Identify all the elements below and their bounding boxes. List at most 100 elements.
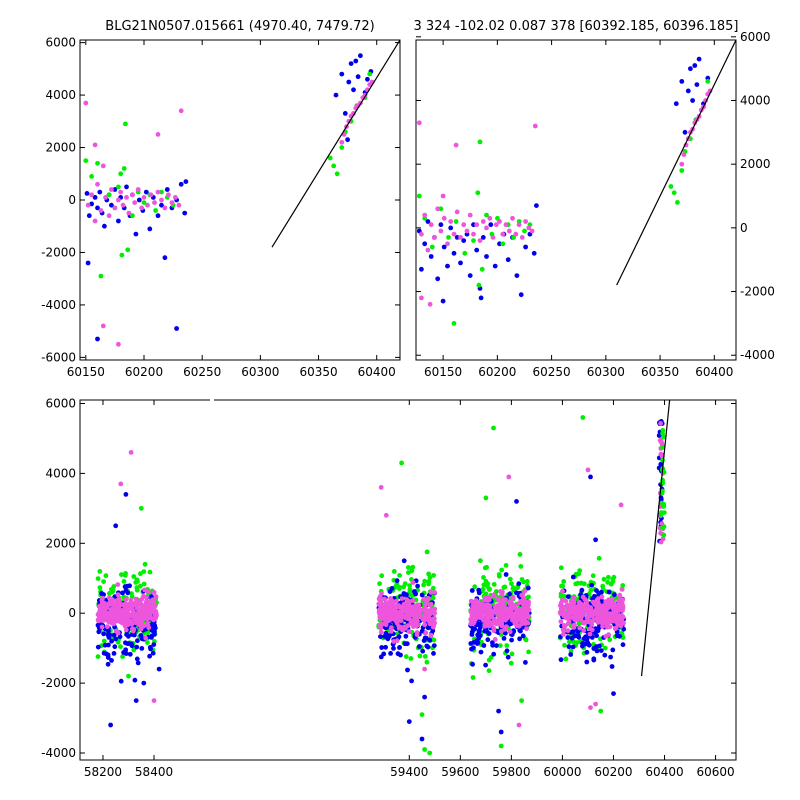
data-point — [491, 582, 497, 587]
data-point — [600, 624, 605, 629]
data-point — [471, 645, 476, 651]
data-point — [95, 644, 101, 650]
data-point — [490, 235, 496, 240]
data-point — [427, 301, 433, 307]
data-point — [124, 195, 129, 200]
data-point — [162, 255, 168, 261]
data-point — [138, 633, 144, 638]
data-point — [609, 664, 615, 669]
data-point — [432, 616, 437, 622]
data-point — [99, 591, 105, 596]
data-point — [159, 197, 164, 203]
data-point — [523, 660, 528, 665]
panel-top-left: 60150 60200 60250 60300 60350 60400 -6000 -4000… — [41, 36, 401, 379]
data-point — [389, 610, 394, 616]
data-point — [414, 622, 420, 628]
data-point — [496, 708, 501, 714]
y-tick-label: 0 — [68, 193, 76, 207]
data-point — [517, 609, 523, 615]
data-point — [151, 590, 157, 595]
y-tick-label: -2000 — [740, 285, 775, 299]
data-point — [526, 225, 532, 231]
data-point — [474, 247, 480, 253]
data-point — [123, 492, 129, 497]
data-point — [153, 616, 158, 621]
data-point — [567, 603, 572, 609]
data-point — [510, 594, 516, 600]
data-point — [406, 570, 411, 575]
data-point — [424, 549, 430, 555]
data-point — [146, 589, 151, 595]
data-point — [399, 460, 404, 466]
x-tick-label: 60400 — [695, 365, 733, 379]
x-tick-label: 60400 — [645, 765, 683, 779]
data-point — [612, 592, 617, 598]
data-point — [415, 583, 420, 589]
data-point — [435, 206, 441, 212]
data-point — [617, 592, 623, 598]
data-point — [109, 658, 114, 663]
data-point — [566, 644, 572, 650]
data-point — [484, 212, 489, 218]
data-point — [425, 247, 431, 253]
data-point — [145, 601, 151, 606]
data-point — [399, 596, 405, 601]
data-point — [425, 644, 431, 650]
data-point — [112, 205, 118, 211]
data-point — [484, 614, 490, 619]
data-point — [470, 661, 475, 667]
data-point — [387, 617, 393, 622]
data-point — [410, 598, 416, 603]
data-point — [520, 592, 526, 598]
data-point — [388, 625, 394, 630]
data-point — [115, 592, 121, 598]
data-point — [127, 651, 133, 657]
data-point — [97, 585, 103, 590]
data-point — [565, 635, 571, 640]
data-point — [606, 574, 611, 580]
x-tick-label: 60200 — [478, 365, 516, 379]
data-point — [502, 584, 508, 590]
data-point — [563, 656, 569, 662]
data-point — [345, 137, 350, 143]
data-point — [604, 618, 610, 624]
data-point — [127, 583, 132, 589]
data-point — [153, 594, 159, 599]
data-point — [419, 712, 425, 717]
x-tick-label: 60350 — [299, 365, 337, 379]
data-point — [532, 123, 538, 129]
data-point — [518, 292, 524, 298]
data-point — [132, 677, 138, 683]
data-point — [423, 630, 429, 636]
data-point — [108, 722, 113, 728]
x-tick-label: 60400 — [358, 365, 396, 379]
data-point — [510, 215, 515, 221]
data-point — [620, 608, 625, 613]
data-point — [378, 485, 384, 490]
data-point — [523, 219, 528, 224]
data-point — [182, 210, 188, 216]
data-point — [137, 583, 143, 589]
data-point — [422, 241, 428, 247]
data-point — [441, 244, 447, 250]
data-point — [141, 607, 147, 613]
y-tick-label: 2000 — [45, 536, 76, 550]
data-point — [422, 606, 427, 612]
data-point — [584, 659, 590, 665]
data-point — [435, 276, 441, 282]
data-point — [377, 581, 382, 587]
data-point — [688, 66, 693, 72]
data-point — [574, 610, 580, 616]
data-point — [682, 129, 688, 135]
data-point — [453, 219, 459, 224]
data-point — [671, 190, 677, 196]
data-point — [143, 635, 149, 641]
data-point — [696, 56, 702, 62]
panel-top-right: 60150 60200 60250 60300 60350 60400 -4000 -2000… — [415, 30, 775, 379]
data-point — [92, 218, 98, 224]
data-point — [120, 590, 125, 596]
data-point — [133, 698, 139, 703]
data-point — [484, 254, 489, 259]
data-point — [98, 273, 104, 279]
data-point — [479, 266, 485, 272]
